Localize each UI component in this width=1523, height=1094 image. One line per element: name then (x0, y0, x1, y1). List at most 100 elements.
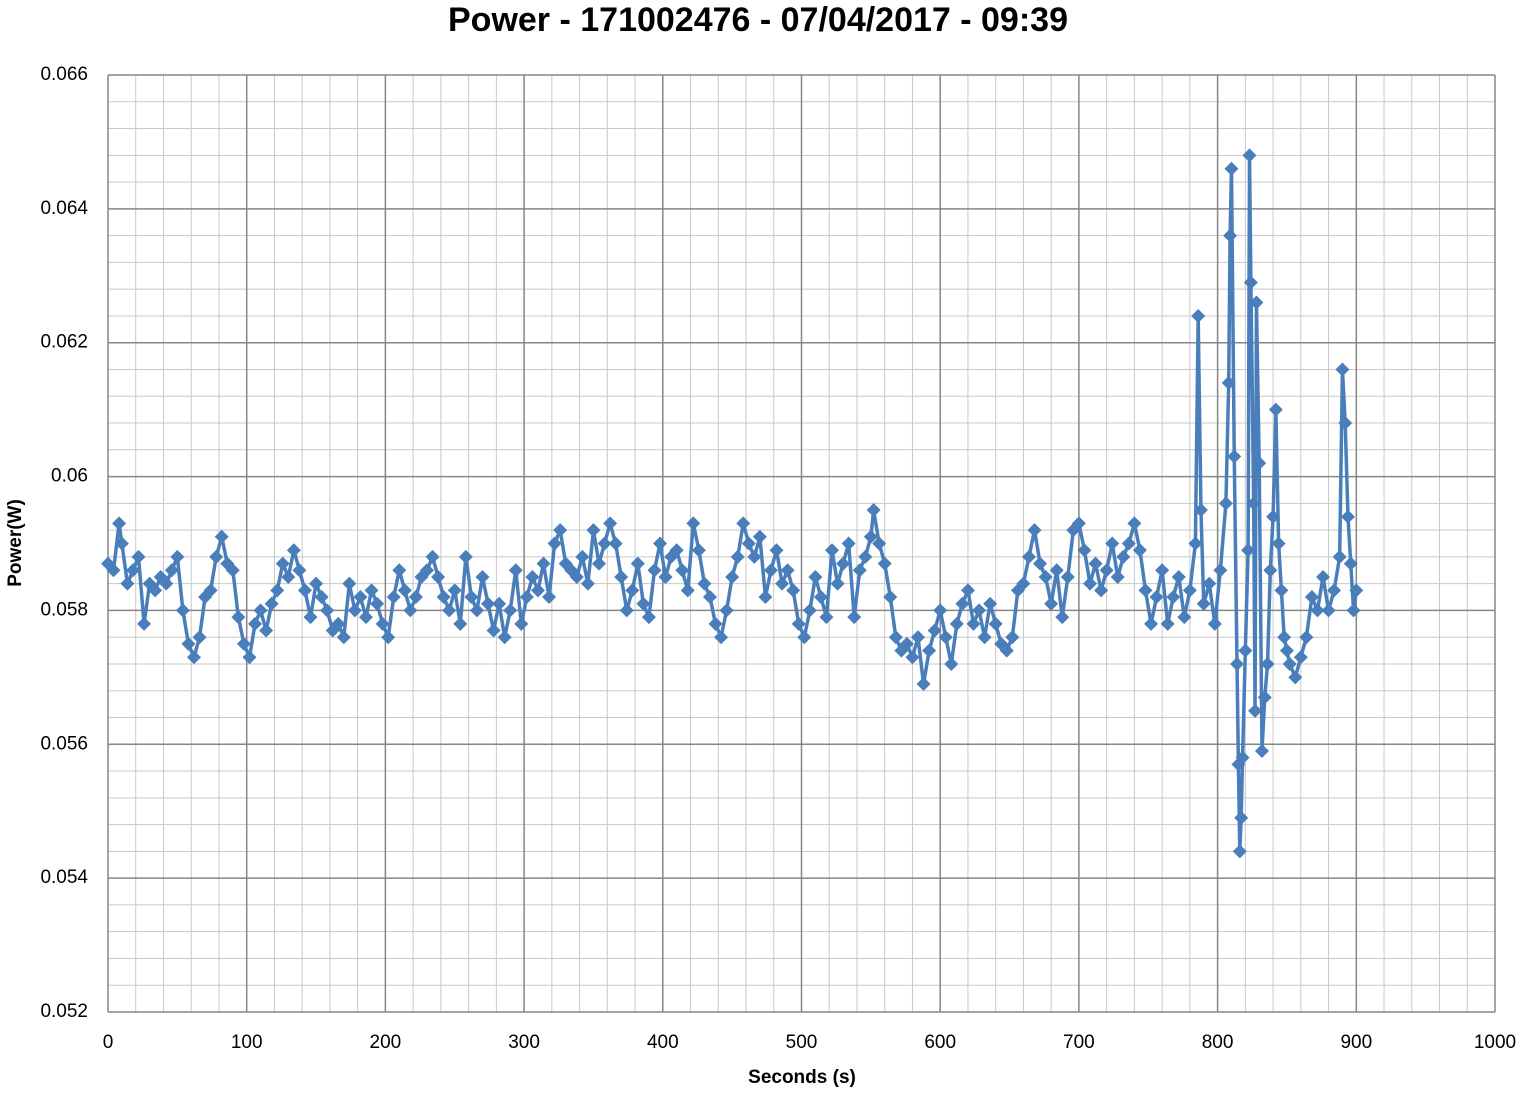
marker (1260, 656, 1275, 671)
marker (375, 616, 390, 631)
x-tick-label: 800 (1202, 1032, 1234, 1053)
marker (1213, 563, 1228, 578)
marker (508, 563, 523, 578)
marker (1335, 362, 1350, 377)
marker (353, 590, 368, 605)
marker (1257, 690, 1272, 705)
marker (841, 536, 856, 551)
marker (358, 610, 373, 625)
y-tick-label: 0.052 (40, 1001, 88, 1022)
marker (949, 616, 964, 631)
marker (636, 596, 651, 611)
marker (1191, 308, 1206, 323)
plot (101, 148, 1364, 859)
marker (292, 563, 307, 578)
marker (1243, 275, 1258, 290)
marker (364, 583, 379, 598)
x-tick-label: 1000 (1474, 1032, 1516, 1053)
y-tick-label: 0.058 (40, 599, 88, 620)
marker (514, 616, 529, 631)
marker (1263, 563, 1278, 578)
marker (877, 556, 892, 571)
marker (752, 529, 767, 544)
marker (381, 630, 396, 645)
marker (575, 549, 590, 564)
marker (1227, 449, 1242, 464)
marker (148, 583, 163, 598)
marker (1266, 509, 1281, 524)
marker (331, 616, 346, 631)
marker (164, 563, 179, 578)
marker (392, 563, 407, 578)
marker (1274, 583, 1289, 598)
marker (680, 583, 695, 598)
marker (1249, 295, 1264, 310)
y-tick-label: 0.066 (40, 64, 88, 85)
marker (525, 569, 540, 584)
marker (1310, 603, 1325, 618)
marker (420, 563, 435, 578)
marker (1060, 569, 1075, 584)
marker (192, 630, 207, 645)
grid (107, 74, 1496, 1013)
marker (1343, 556, 1358, 571)
marker (106, 563, 121, 578)
marker (866, 503, 881, 518)
x-tick-label: 400 (647, 1032, 679, 1053)
marker (1252, 456, 1267, 471)
marker (769, 543, 784, 558)
marker (1144, 616, 1159, 631)
x-tick-label: 200 (370, 1032, 402, 1053)
marker (458, 549, 473, 564)
marker (580, 576, 595, 591)
y-tick-label: 0.056 (40, 733, 88, 754)
y-tick-label: 0.054 (40, 867, 88, 888)
marker (464, 590, 479, 605)
y-tick-label: 0.06 (51, 466, 88, 487)
marker (872, 536, 887, 551)
marker (264, 596, 279, 611)
marker (922, 643, 937, 658)
marker (1321, 603, 1336, 618)
marker (966, 616, 981, 631)
marker (933, 603, 948, 618)
marker (1155, 563, 1170, 578)
marker (630, 556, 645, 571)
marker (1160, 616, 1175, 631)
marker (547, 536, 562, 551)
marker (242, 650, 257, 665)
marker (1248, 703, 1263, 718)
marker (658, 569, 673, 584)
marker (1088, 556, 1103, 571)
marker (763, 563, 778, 578)
x-tick-label: 500 (786, 1032, 818, 1053)
marker (905, 650, 920, 665)
marker (1202, 576, 1217, 591)
marker (1238, 643, 1253, 658)
marker (836, 556, 851, 571)
marker (691, 543, 706, 558)
marker (625, 583, 640, 598)
marker (275, 556, 290, 571)
marker (370, 596, 385, 611)
marker (847, 610, 862, 625)
x-tick-label: 300 (508, 1032, 540, 1053)
marker (653, 536, 668, 551)
marker (1282, 656, 1297, 671)
marker (1224, 161, 1239, 176)
marker (469, 603, 484, 618)
marker (802, 603, 817, 618)
marker (203, 583, 218, 598)
marker (830, 576, 845, 591)
marker (519, 590, 534, 605)
marker (669, 543, 684, 558)
marker (1132, 543, 1147, 558)
marker (209, 549, 224, 564)
marker (608, 536, 623, 551)
marker (999, 643, 1014, 658)
marker (403, 603, 418, 618)
marker (536, 556, 551, 571)
marker (786, 583, 801, 598)
marker (1116, 549, 1131, 564)
